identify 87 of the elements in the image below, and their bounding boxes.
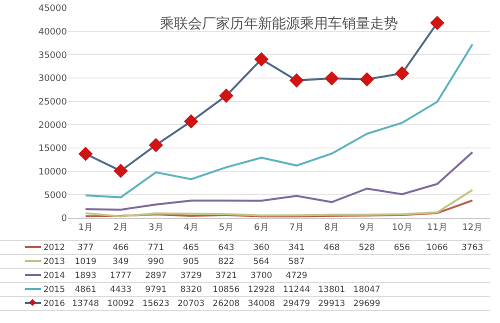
point (254, 52, 269, 66)
x-tick-label: 2月 (113, 222, 128, 233)
data-label: 3763 (454, 240, 490, 254)
data-label: 822 (208, 254, 244, 268)
y-tick-label: 15000 (38, 144, 68, 154)
data-label: 3700 (244, 268, 279, 282)
data-label: 341 (278, 240, 314, 254)
data-label: 656 (384, 240, 420, 254)
point (148, 138, 164, 152)
data-label: 2897 (138, 268, 174, 282)
x-tick-label: 10月 (392, 222, 412, 233)
point (394, 66, 410, 80)
data-label: 4861 (68, 282, 104, 296)
data-label: 10092 (103, 296, 138, 310)
data-label: 12928 (244, 282, 279, 296)
data-label: 377 (68, 240, 104, 254)
point (430, 16, 444, 30)
legend-label: 2012 (0, 240, 68, 254)
data-label: 26208 (208, 296, 244, 310)
data-label: 9791 (138, 282, 174, 296)
x-tick-label: 3月 (148, 222, 164, 233)
data-label: 13748 (68, 296, 104, 310)
y-tick-label: 30000 (38, 74, 68, 84)
line-series (84, 189, 474, 218)
line-series (84, 151, 474, 211)
point (184, 114, 198, 129)
y-tick-label: 5000 (44, 190, 68, 201)
data-label: 1019 (68, 254, 104, 268)
data-label: 466 (103, 240, 138, 254)
data-label: 13801 (314, 282, 350, 296)
text: 乘联会厂家历年新能源乘用车销量走势 (160, 16, 398, 32)
data-label: 990 (138, 254, 174, 268)
legend-label: 2013 (0, 254, 68, 268)
point (360, 72, 374, 87)
data-label: 18047 (349, 282, 384, 296)
line-series (84, 199, 474, 218)
data-label: 528 (349, 240, 384, 254)
data-label: 643 (208, 240, 244, 254)
data-label: 20703 (173, 296, 209, 310)
x-tick-label: 8月 (324, 222, 340, 233)
y-tick-label: 20000 (38, 120, 68, 131)
point (289, 73, 304, 88)
data-label: 360 (244, 240, 279, 254)
data-label: 564 (244, 254, 279, 268)
data-label: 587 (278, 254, 314, 268)
point (78, 146, 93, 161)
data-label: 34008 (244, 296, 279, 310)
data-label: 771 (138, 240, 174, 254)
y-tick-label: 35000 (38, 50, 68, 61)
data-label: 465 (173, 240, 209, 254)
data-label: 11244 (278, 282, 314, 296)
y-tick-label: 25000 (38, 97, 68, 108)
x-tick-label: 12月 (462, 222, 483, 233)
legend-label: 2015 (0, 282, 68, 296)
data-label: 349 (103, 254, 138, 268)
y-tick-label: 10000 (38, 167, 68, 178)
data-label: 29699 (349, 296, 384, 310)
x-tick-label: 1月 (78, 222, 93, 233)
data-label: 4729 (278, 268, 314, 282)
x-tick-label: 6月 (254, 222, 269, 233)
data-label: 3729 (173, 268, 209, 282)
x-tick-label: 7月 (289, 222, 304, 233)
data-label: 1777 (103, 268, 138, 282)
data-label: 1066 (420, 240, 455, 254)
x-tick-label: 5月 (218, 222, 234, 233)
legend-label: 2016 (0, 296, 68, 310)
y-tick-label: 0 (61, 214, 68, 224)
legend-label: 2014 (0, 268, 68, 282)
x-tick-label: 11月 (427, 222, 448, 233)
data-label: 4433 (103, 282, 138, 296)
data-label: 29913 (314, 296, 350, 310)
point (114, 164, 128, 178)
point (324, 71, 339, 86)
data-label: 3721 (208, 268, 244, 282)
line-series (84, 43, 474, 198)
data-label: 10856 (208, 282, 244, 296)
data-label: 29479 (278, 296, 314, 310)
x-tick-label: 9月 (360, 222, 374, 233)
data-label: 8320 (173, 282, 209, 296)
data-label: 1893 (68, 268, 104, 282)
data-label: 468 (314, 240, 350, 254)
data-label: 15623 (138, 296, 174, 310)
data-label: 905 (173, 254, 209, 268)
x-tick-label: 4月 (184, 222, 198, 233)
y-tick-label: 45000 (38, 4, 68, 14)
point (219, 88, 234, 103)
y-tick-label: 40000 (38, 27, 68, 38)
